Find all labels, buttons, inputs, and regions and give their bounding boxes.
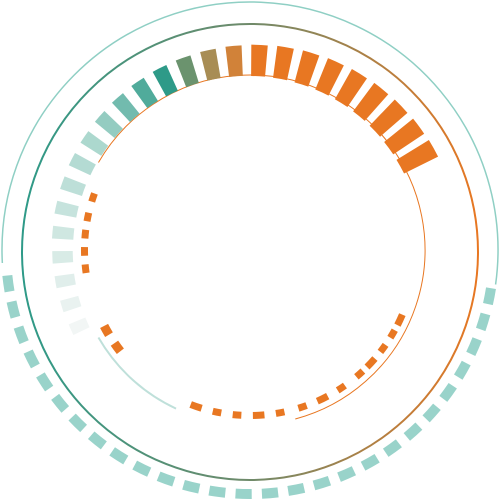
outer-dash [475, 312, 491, 332]
inner-dash [83, 211, 93, 222]
outer-dash [312, 475, 332, 491]
inner-dash [252, 411, 265, 419]
block [294, 50, 320, 87]
outer-dash [182, 479, 201, 494]
inner-dash [364, 356, 378, 370]
inner-dash [275, 408, 286, 417]
inner-dash [387, 328, 398, 340]
block [200, 48, 221, 81]
outer-dash [382, 439, 402, 457]
block [251, 44, 268, 77]
block [68, 317, 90, 335]
inner-dash [394, 313, 406, 327]
outer-dash [6, 300, 21, 319]
outer-dash [132, 460, 152, 477]
block [334, 69, 367, 108]
block [51, 225, 75, 240]
outer-dash [109, 447, 129, 465]
middle-circle [21, 23, 479, 481]
outer-dash [453, 360, 471, 380]
inner-dash [189, 401, 203, 412]
outer-dash [439, 382, 457, 402]
block [384, 118, 425, 155]
inner-dash [297, 402, 308, 412]
block [54, 200, 79, 218]
inner-dash [315, 393, 330, 405]
inner-dash [335, 382, 347, 394]
block [396, 139, 439, 174]
inner-dash [81, 229, 90, 239]
outer-dash [51, 393, 70, 413]
outer-dash [360, 453, 380, 471]
block [80, 131, 109, 156]
inner-dash [81, 264, 90, 274]
block [152, 65, 178, 97]
block [273, 45, 294, 81]
outer-dash [466, 337, 482, 357]
outer-dash [483, 287, 496, 306]
block [315, 58, 344, 96]
block [175, 55, 199, 88]
outer-dash [287, 483, 306, 496]
block [353, 82, 389, 121]
outer-dash [337, 466, 357, 482]
block [68, 152, 96, 176]
block [60, 295, 82, 313]
inner-dash [232, 411, 242, 419]
outer-dash [403, 422, 423, 441]
block [52, 250, 74, 264]
inner-dash [110, 340, 124, 355]
outer-dash [23, 349, 40, 369]
outer-dash [13, 325, 29, 345]
outer-dash [208, 485, 226, 498]
outer-thin-arc [1, 1, 499, 285]
inner-dash [211, 407, 222, 417]
inner-dash [88, 192, 98, 203]
inner-dash [377, 342, 389, 355]
block [111, 93, 140, 122]
outer-dash [87, 431, 107, 450]
inner-teal-arc [97, 336, 177, 410]
inner-dash [81, 247, 89, 256]
block [94, 111, 123, 139]
outer-dash [235, 488, 252, 499]
outer-dash [68, 413, 88, 433]
outer-dash [261, 487, 279, 499]
outer-dash [422, 403, 441, 423]
inner-dash [354, 368, 366, 380]
outer-dash [156, 471, 176, 487]
outer-dash [36, 372, 54, 392]
outer-dash [2, 274, 15, 293]
block [54, 273, 76, 289]
inner-dash [100, 323, 113, 338]
block [225, 45, 243, 78]
block [60, 176, 86, 196]
block [369, 99, 408, 137]
block [131, 77, 158, 109]
